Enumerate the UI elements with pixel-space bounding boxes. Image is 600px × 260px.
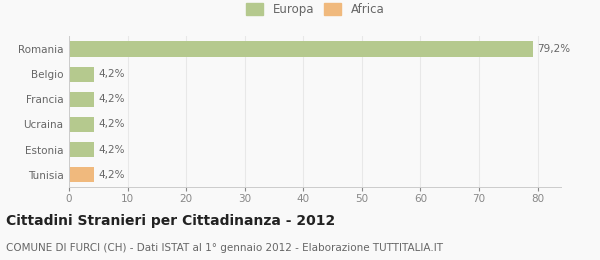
Text: 4,2%: 4,2%: [98, 145, 125, 154]
Text: Cittadini Stranieri per Cittadinanza - 2012: Cittadini Stranieri per Cittadinanza - 2…: [6, 214, 335, 229]
Bar: [69, 167, 94, 182]
Text: 4,2%: 4,2%: [98, 69, 125, 79]
Bar: [69, 67, 94, 82]
Text: 4,2%: 4,2%: [98, 119, 125, 129]
Text: 4,2%: 4,2%: [98, 170, 125, 180]
Legend: Europa, Africa: Europa, Africa: [243, 1, 387, 18]
Text: 4,2%: 4,2%: [98, 94, 125, 104]
Bar: [69, 117, 94, 132]
Text: 79,2%: 79,2%: [538, 44, 571, 54]
Bar: [69, 142, 94, 157]
Bar: [69, 41, 533, 56]
Bar: [69, 92, 94, 107]
Text: COMUNE DI FURCI (CH) - Dati ISTAT al 1° gennaio 2012 - Elaborazione TUTTITALIA.I: COMUNE DI FURCI (CH) - Dati ISTAT al 1° …: [6, 243, 443, 253]
